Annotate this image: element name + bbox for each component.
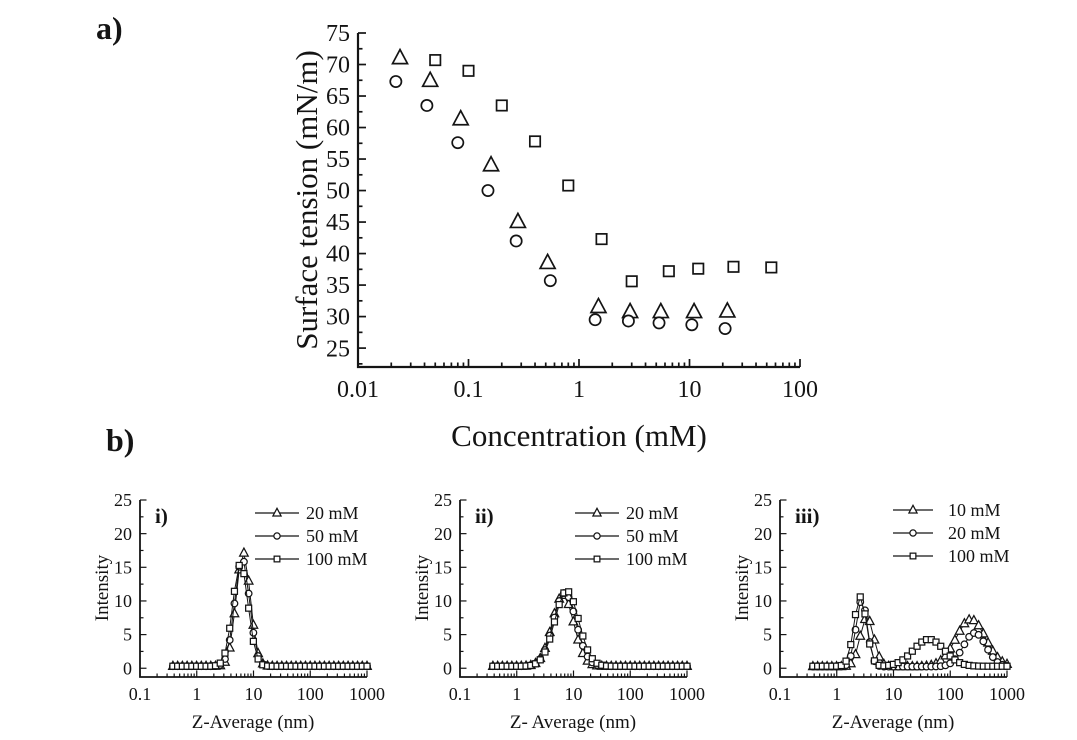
legend-b-ii [575,506,619,563]
svg-text:15: 15 [754,557,772,577]
svg-text:45: 45 [326,210,350,236]
svg-text:0: 0 [123,658,132,678]
svg-text:60: 60 [326,116,350,142]
dls-chart-i: 0 5 10 15 20 25 0.1 1 10 100 1000 20 mM 50 mM 100 mM i… [92,478,415,740]
chart-b-ii: 0 5 10 15 20 25 0.1 1 10 100 1000 20 mM 50 mM 100 mM i… [412,490,705,733]
svg-text:0.1: 0.1 [129,684,152,704]
svg-text:30: 30 [326,305,350,331]
svg-text:1: 1 [573,377,585,403]
svg-text:100 mM: 100 mM [626,549,688,569]
svg-text:10: 10 [114,591,132,611]
svg-text:5: 5 [443,625,452,645]
chart-a: 25 30 35 40 45 50 55 60 65 70 75 0.01 0.1 1 10 100 Conce… [289,21,818,453]
svg-text:0: 0 [763,658,772,678]
svg-text:55: 55 [326,147,350,173]
svg-text:Z-Average (nm): Z-Average (nm) [832,712,955,733]
svg-text:0.1: 0.1 [449,684,472,704]
svg-text:10: 10 [565,684,583,704]
surface-tension-chart: 25 30 35 40 45 50 55 60 65 70 75 0.01 0.1 1 10 100 Conce… [85,0,830,470]
svg-text:20: 20 [434,524,452,544]
axes-b-iii [779,499,1008,678]
chart-b-i: 0 5 10 15 20 25 0.1 1 10 100 1000 20 mM 50 mM 100 mM i… [92,490,385,733]
axes-b-i [139,499,368,678]
axes-b-ii [459,499,688,678]
svg-text:5: 5 [763,625,772,645]
svg-text:100: 100 [297,684,324,704]
svg-text:10: 10 [678,377,702,403]
svg-text:40: 40 [326,242,350,268]
dls-chart-iii: 0 5 10 15 20 25 0.1 1 10 100 1000 10 mM 20 mM 100 mM i… [732,478,1055,740]
svg-text:25: 25 [754,490,772,510]
chart-b-iii: 0 5 10 15 20 25 0.1 1 10 100 1000 10 mM 20 mM 100 mM i… [732,490,1025,733]
svg-text:0.01: 0.01 [337,377,379,403]
svg-text:25: 25 [434,490,452,510]
svg-text:100 mM: 100 mM [306,549,368,569]
svg-text:20 mM: 20 mM [948,523,1001,543]
svg-text:100 mM: 100 mM [948,546,1010,566]
series-100 mM [489,588,691,670]
svg-text:1: 1 [832,684,841,704]
svg-text:Z-Average (nm): Z-Average (nm) [192,712,315,733]
axes-a [356,32,801,369]
svg-text:65: 65 [326,84,350,110]
series-circle [389,75,732,336]
svg-text:20: 20 [114,524,132,544]
svg-text:10: 10 [434,591,452,611]
svg-text:20 mM: 20 mM [306,503,359,523]
svg-text:25: 25 [114,490,132,510]
svg-text:100: 100 [937,684,964,704]
svg-text:i): i) [155,504,168,528]
svg-text:20: 20 [754,524,772,544]
svg-text:Concentration (mM): Concentration (mM) [451,418,707,453]
svg-text:5: 5 [123,625,132,645]
svg-text:Z- Average (nm): Z- Average (nm) [510,712,636,733]
svg-text:1: 1 [192,684,201,704]
svg-text:10: 10 [245,684,263,704]
series-50 mM [168,557,371,671]
svg-text:0.1: 0.1 [769,684,792,704]
svg-text:iii): iii) [795,504,820,528]
svg-text:Intensity: Intensity [95,554,113,621]
svg-text:25: 25 [326,336,350,362]
svg-text:100: 100 [782,377,818,403]
svg-text:Intensity: Intensity [735,554,753,621]
svg-text:10 mM: 10 mM [948,500,1001,520]
svg-text:1: 1 [512,684,521,704]
svg-text:50 mM: 50 mM [626,526,679,546]
svg-text:35: 35 [326,273,350,299]
dls-chart-ii: 0 5 10 15 20 25 0.1 1 10 100 1000 20 mM 50 mM 100 mM i… [412,478,735,740]
svg-text:10: 10 [754,591,772,611]
svg-text:1000: 1000 [349,684,385,704]
svg-text:75: 75 [326,21,350,47]
svg-text:15: 15 [434,557,452,577]
svg-text:Surface tension (mN/m): Surface tension (mN/m) [289,50,324,350]
svg-text:ii): ii) [475,504,494,528]
series-100 mM [809,593,1011,670]
svg-text:15: 15 [114,557,132,577]
svg-text:20 mM: 20 mM [626,503,679,523]
svg-text:100: 100 [617,684,644,704]
svg-text:10: 10 [885,684,903,704]
svg-text:Intensity: Intensity [415,554,433,621]
svg-text:50: 50 [326,179,350,205]
legend-b-iii [893,503,933,560]
panel-b-label: b) [106,422,135,458]
svg-text:1000: 1000 [989,684,1025,704]
svg-text:70: 70 [326,53,350,79]
svg-text:0: 0 [443,658,452,678]
series-square [429,54,778,288]
svg-text:1000: 1000 [669,684,705,704]
panel-a-label: a) [96,10,123,46]
svg-text:0.1: 0.1 [454,377,484,403]
svg-text:50 mM: 50 mM [306,526,359,546]
series-100 mM [169,561,371,670]
legend-b-i [255,506,299,563]
